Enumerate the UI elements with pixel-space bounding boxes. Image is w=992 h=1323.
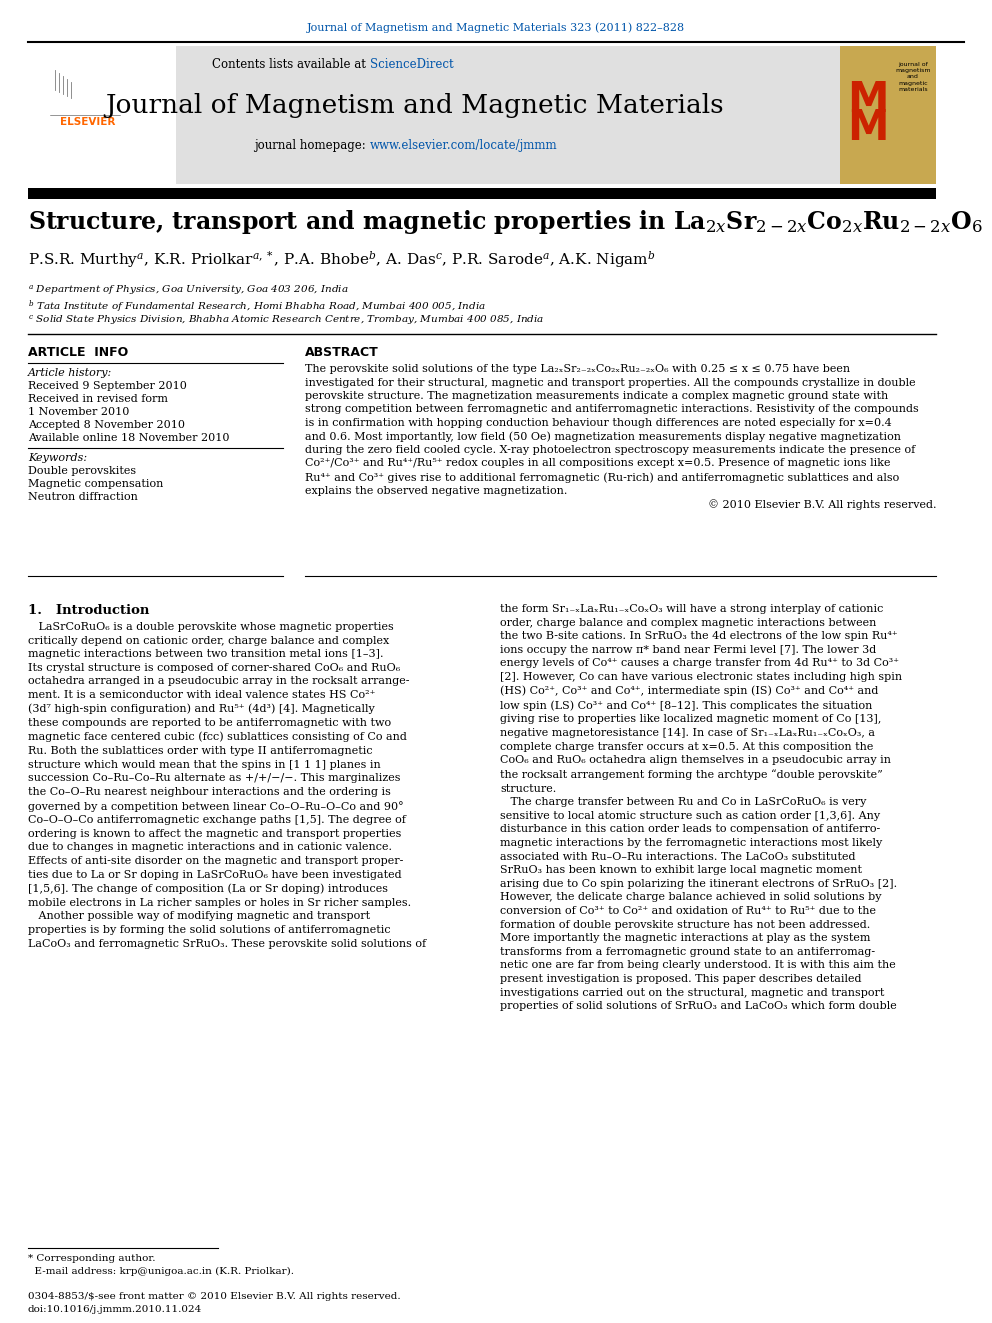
Text: 1 November 2010: 1 November 2010 [28,407,129,417]
Text: LaSrCoRuO₆ is a double perovskite whose magnetic properties
critically depend on: LaSrCoRuO₆ is a double perovskite whose … [28,622,427,949]
Text: * Corresponding author.: * Corresponding author. [28,1254,156,1263]
Text: Journal of Magnetism and Magnetic Materials 323 (2011) 822–828: Journal of Magnetism and Magnetic Materi… [307,22,685,33]
Text: ScienceDirect: ScienceDirect [370,57,453,70]
Text: and 0.6. Most importantly, low field (50 Oe) magnetization measurements display : and 0.6. Most importantly, low field (50… [305,431,901,442]
Bar [28,46,936,184]
Text: M: M [847,79,889,120]
Text: Structure, transport and magnetic properties in La$_{2x}$Sr$_{2-2x}$Co$_{2x}$Ru$: Structure, transport and magnetic proper… [28,208,983,235]
Text: is in confirmation with hopping conduction behaviour though differences are note: is in confirmation with hopping conducti… [305,418,892,429]
Text: www.elsevier.com/locate/jmmm: www.elsevier.com/locate/jmmm [370,139,558,152]
Text: Magnetic compensation: Magnetic compensation [28,479,164,490]
Text: strong competition between ferromagnetic and antiferromagnetic interactions. Res: strong competition between ferromagnetic… [305,405,919,414]
Text: Available online 18 November 2010: Available online 18 November 2010 [28,433,229,443]
Text: perovskite structure. The magnetization measurements indicate a complex magnetic: perovskite structure. The magnetization … [305,392,888,401]
Text: doi:10.1016/j.jmmm.2010.11.024: doi:10.1016/j.jmmm.2010.11.024 [28,1304,202,1314]
Text: Neutron diffraction: Neutron diffraction [28,492,138,501]
Text: 0304-8853/$-see front matter © 2010 Elsevier B.V. All rights reserved.: 0304-8853/$-see front matter © 2010 Else… [28,1293,401,1301]
Text: Journal of Magnetism and Magnetic Materials: Journal of Magnetism and Magnetic Materi… [106,93,724,118]
Bar [28,188,936,198]
Text: Received 9 September 2010: Received 9 September 2010 [28,381,186,392]
Text: ABSTRACT: ABSTRACT [305,347,379,359]
Text: Double perovskites: Double perovskites [28,466,136,476]
Text: journal homepage:: journal homepage: [255,139,370,152]
Text: Co²⁺/Co³⁺ and Ru⁴⁺/Ru⁵⁺ redox couples in all compositions except x=0.5. Presence: Co²⁺/Co³⁺ and Ru⁴⁺/Ru⁵⁺ redox couples in… [305,459,891,468]
Text: ARTICLE  INFO: ARTICLE INFO [28,347,128,359]
Text: $^b$ Tata Institute of Fundamental Research, Homi Bhabha Road, Mumbai 400 005, I: $^b$ Tata Institute of Fundamental Resea… [28,298,486,315]
Text: journal of
magnetism
and
magnetic
materials: journal of magnetism and magnetic materi… [895,62,930,91]
Text: $^c$ Solid State Physics Division, Bhabha Atomic Research Centre, Trombay, Mumba: $^c$ Solid State Physics Division, Bhabh… [28,314,545,327]
Text: explains the observed negative magnetization.: explains the observed negative magnetiza… [305,486,567,496]
Text: during the zero field cooled cycle. X-ray photoelectron spectroscopy measurement: during the zero field cooled cycle. X-ra… [305,445,916,455]
Text: Keywords:: Keywords: [28,452,87,463]
Text: Article history:: Article history: [28,368,112,378]
Text: © 2010 Elsevier B.V. All rights reserved.: © 2010 Elsevier B.V. All rights reserved… [707,499,936,509]
Text: ELSEVIER: ELSEVIER [61,116,116,127]
Text: Accepted 8 November 2010: Accepted 8 November 2010 [28,419,185,430]
Text: Received in revised form: Received in revised form [28,394,168,404]
Text: the form Sr₁₋ₓLaₓRu₁₋ₓCoₓO₃ will have a strong interplay of cationic
order, char: the form Sr₁₋ₓLaₓRu₁₋ₓCoₓO₃ will have a … [500,605,902,1011]
Bar [28,46,176,184]
Text: M: M [847,107,889,149]
Text: The perovskite solid solutions of the type La₂ₓSr₂₋₂ₓCo₂ₓRu₂₋₂ₓO₆ with 0.25 ≤ x : The perovskite solid solutions of the ty… [305,364,850,374]
Text: $^a$ Department of Physics, Goa University, Goa 403 206, India: $^a$ Department of Physics, Goa Universi… [28,283,348,296]
Text: Ru⁴⁺ and Co³⁺ gives rise to additional ferromagnetic (Ru-rich) and antiferromagn: Ru⁴⁺ and Co³⁺ gives rise to additional f… [305,472,900,483]
Text: Contents lists available at: Contents lists available at [212,57,370,70]
Text: 1.   Introduction: 1. Introduction [28,605,150,617]
Bar [840,46,936,184]
Text: E-mail address: krp@unigoa.ac.in (K.R. Priolkar).: E-mail address: krp@unigoa.ac.in (K.R. P… [28,1267,294,1277]
Text: P.S.R. Murthy$^a$, K.R. Priolkar$^{a,*}$, P.A. Bhobe$^b$, A. Das$^c$, P.R. Sarod: P.S.R. Murthy$^a$, K.R. Priolkar$^{a,*}$… [28,250,656,270]
Text: investigated for their structural, magnetic and transport properties. All the co: investigated for their structural, magne… [305,377,916,388]
